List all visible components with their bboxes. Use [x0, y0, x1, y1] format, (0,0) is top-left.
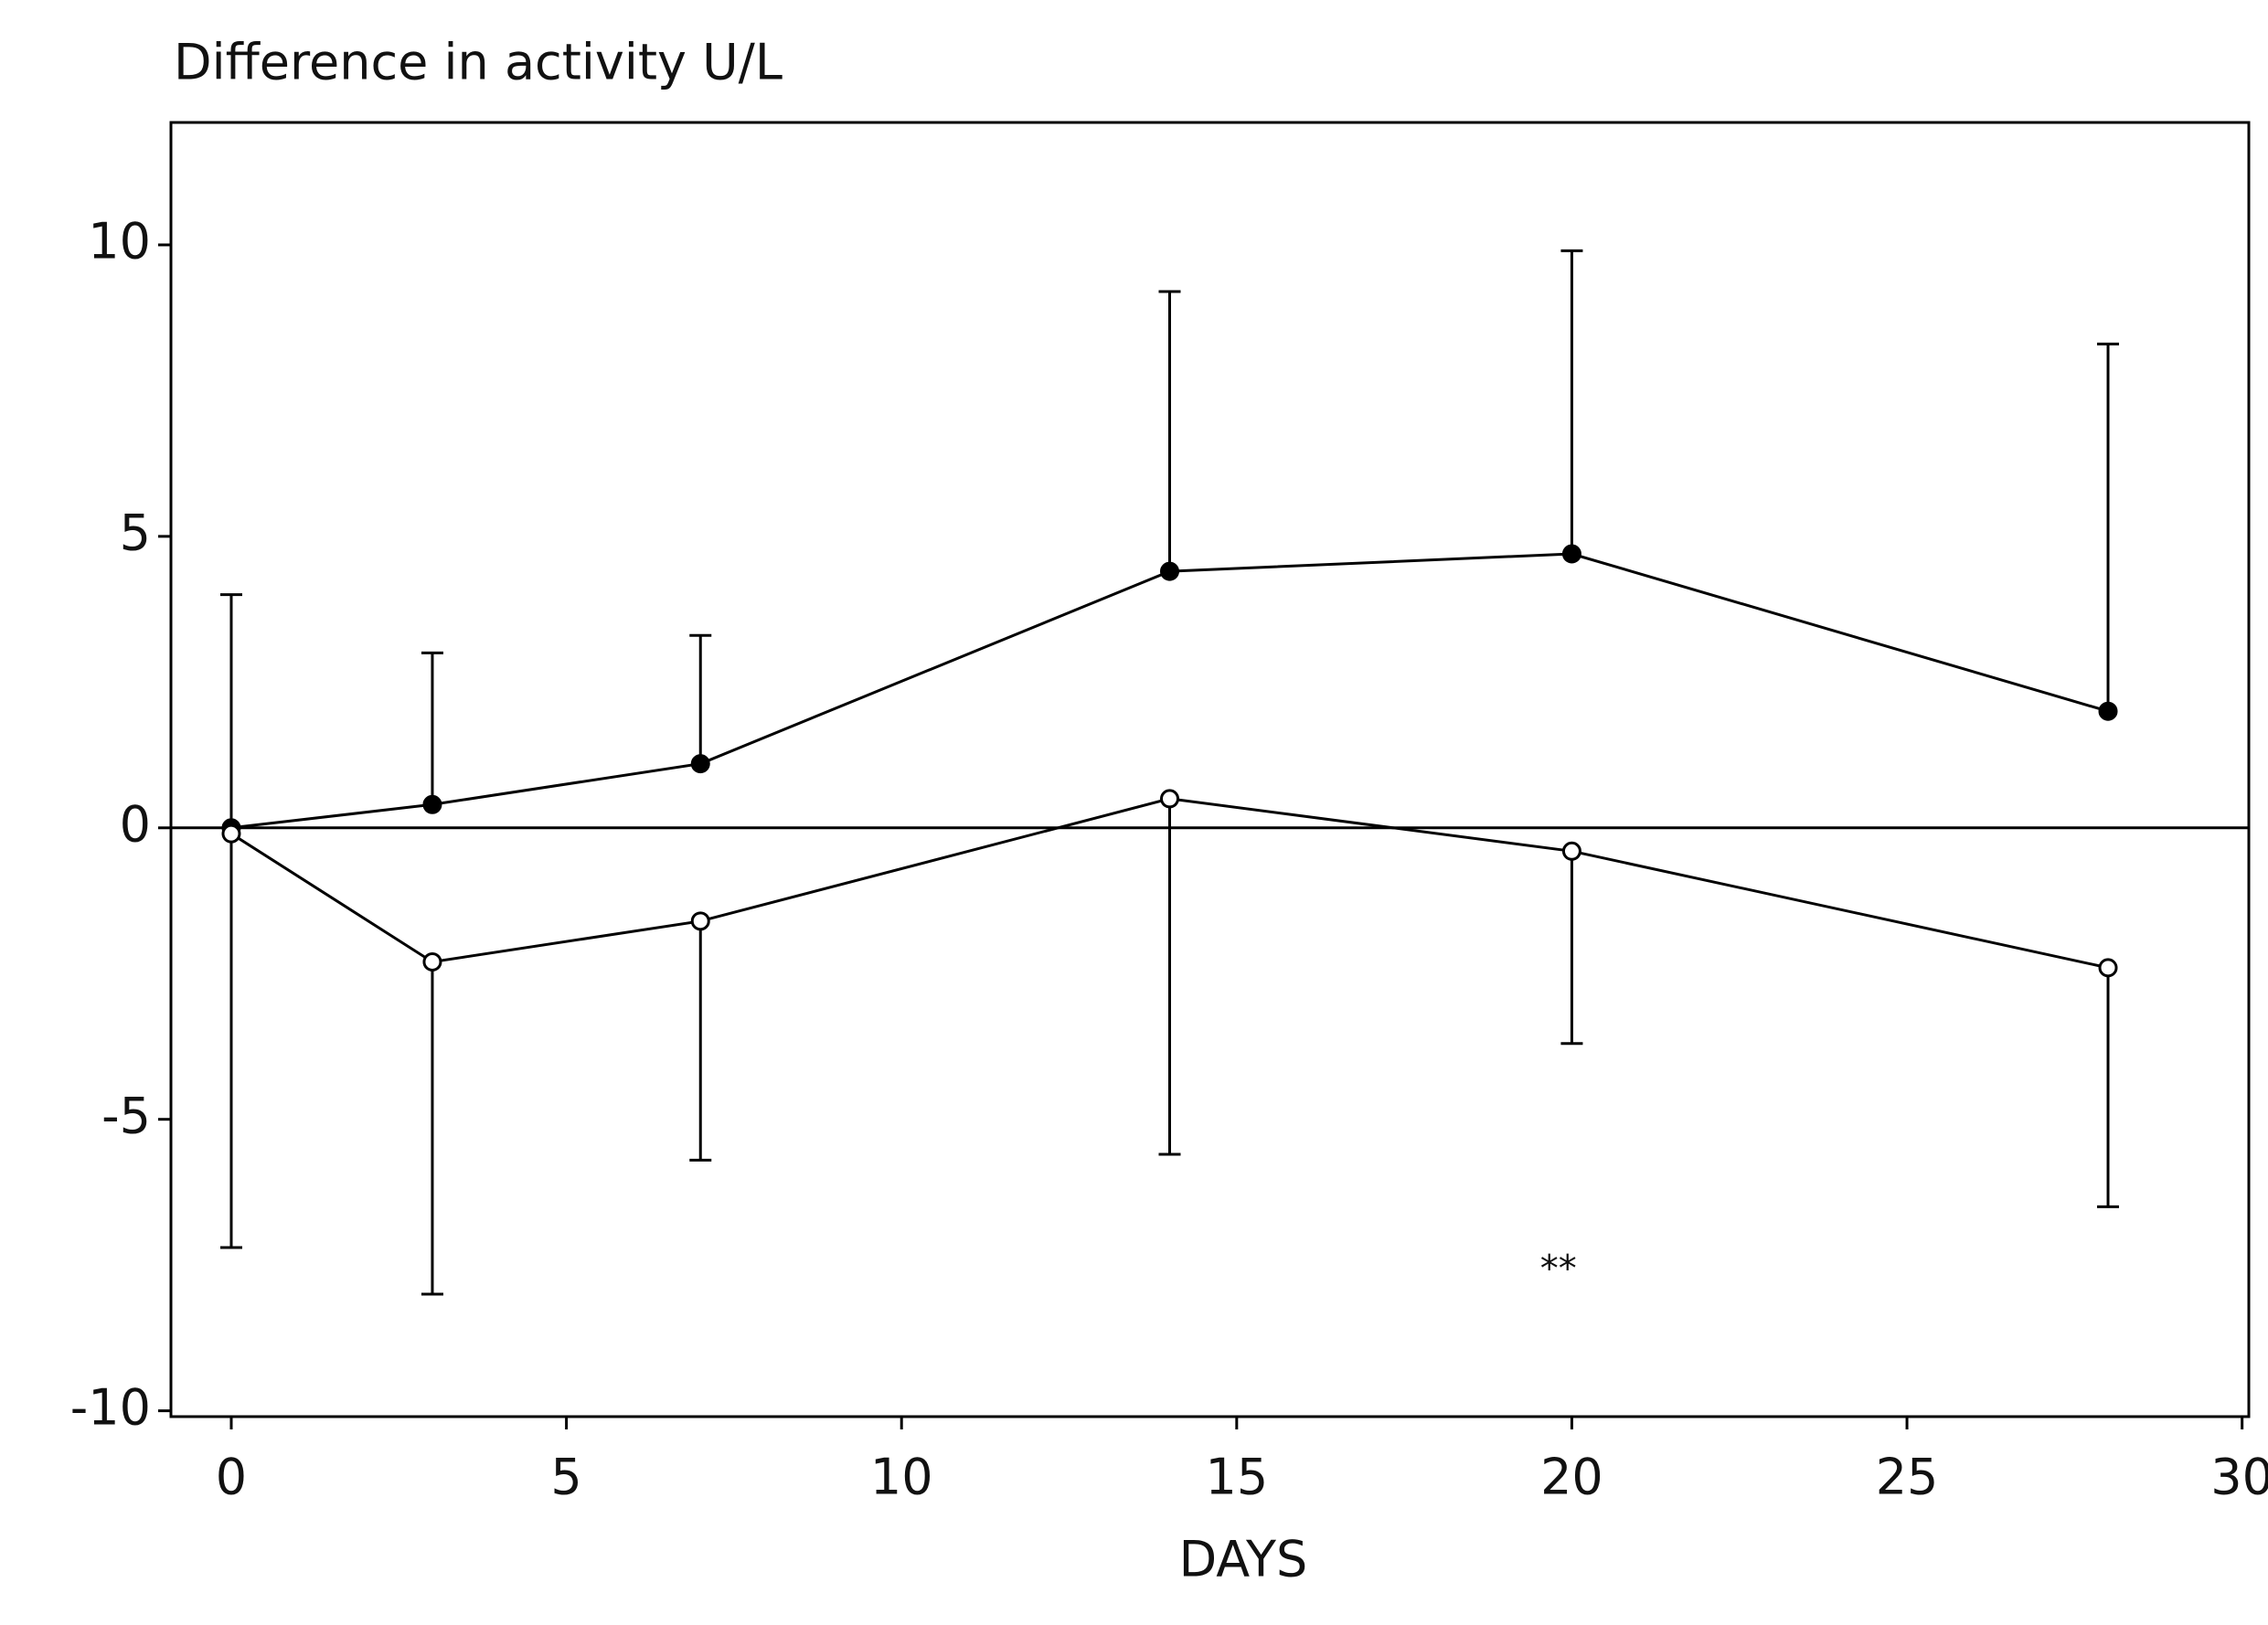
- x-tick-label: 5: [550, 1449, 581, 1506]
- annotation: **: [1540, 1248, 1577, 1290]
- x-tick-label: 10: [870, 1449, 933, 1506]
- data-point: [1160, 561, 1180, 581]
- data-point: [1561, 544, 1581, 564]
- y-tick-label: -5: [101, 1087, 151, 1144]
- x-tick-label: 15: [1205, 1449, 1268, 1506]
- x-tick-label: 20: [1540, 1449, 1603, 1506]
- chart-title: Difference in activity U/L: [174, 34, 783, 91]
- data-point: [690, 911, 710, 931]
- data-point: [422, 794, 442, 814]
- y-tick-label: -10: [70, 1378, 151, 1436]
- data-point: [2098, 701, 2118, 721]
- data-point: [221, 823, 241, 844]
- data-point: [2098, 958, 2118, 978]
- data-point: [422, 951, 442, 972]
- y-tick-label: 5: [120, 504, 151, 562]
- data-point: [1160, 789, 1180, 809]
- x-axis-label: DAYS: [1179, 1531, 1308, 1588]
- x-tick-label: 0: [216, 1449, 247, 1506]
- x-tick-label: 25: [1876, 1449, 1939, 1506]
- plot-frame: [169, 121, 2251, 1418]
- series-line: [230, 552, 2109, 830]
- data-point: [1561, 841, 1581, 861]
- series-line: [230, 797, 2109, 970]
- data-point: [690, 754, 710, 774]
- y-tick-label: 0: [120, 795, 151, 853]
- x-tick-label: 30: [2210, 1449, 2268, 1506]
- y-tick-label: 10: [88, 213, 151, 271]
